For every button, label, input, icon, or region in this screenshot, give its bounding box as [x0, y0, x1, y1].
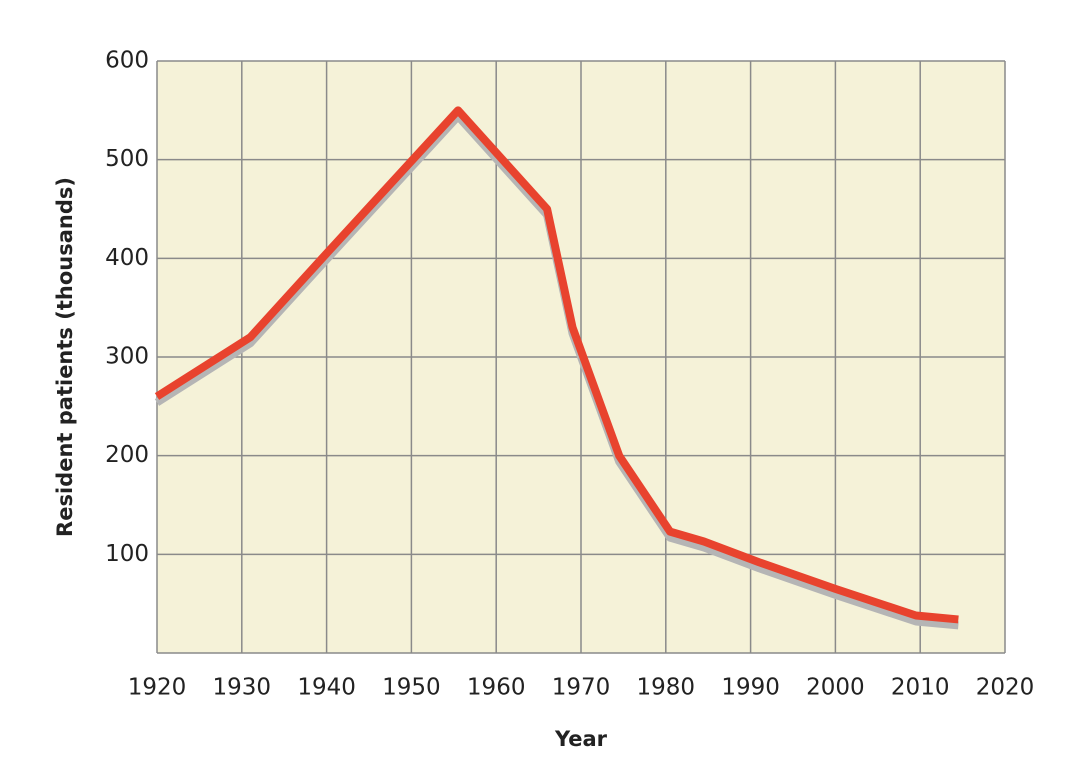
data-line [154, 106, 959, 624]
y-tick-label: 300 [105, 344, 149, 370]
x-tick-label: 2010 [891, 675, 950, 701]
x-axis-label: Year [554, 727, 608, 751]
y-tick-label: 200 [105, 442, 149, 468]
y-tick-label: 400 [105, 245, 149, 271]
x-tick-label: 2000 [806, 675, 865, 701]
x-tick-label: 2020 [976, 675, 1035, 701]
y-tick-label: 600 [105, 48, 149, 74]
x-tick-label: 1970 [552, 675, 611, 701]
x-tick-label: 1950 [382, 675, 441, 701]
y-axis-label: Resident patients (thousands) [53, 177, 77, 537]
y-tick-label: 100 [105, 541, 149, 567]
x-tick-label: 1920 [128, 675, 187, 701]
x-tick-label: 1960 [467, 675, 526, 701]
x-tick-label: 1980 [637, 675, 696, 701]
x-tick-label: 1940 [297, 675, 356, 701]
x-tick-label: 1930 [213, 675, 272, 701]
x-tick-label: 1990 [721, 675, 780, 701]
y-tick-label: 500 [105, 146, 149, 172]
